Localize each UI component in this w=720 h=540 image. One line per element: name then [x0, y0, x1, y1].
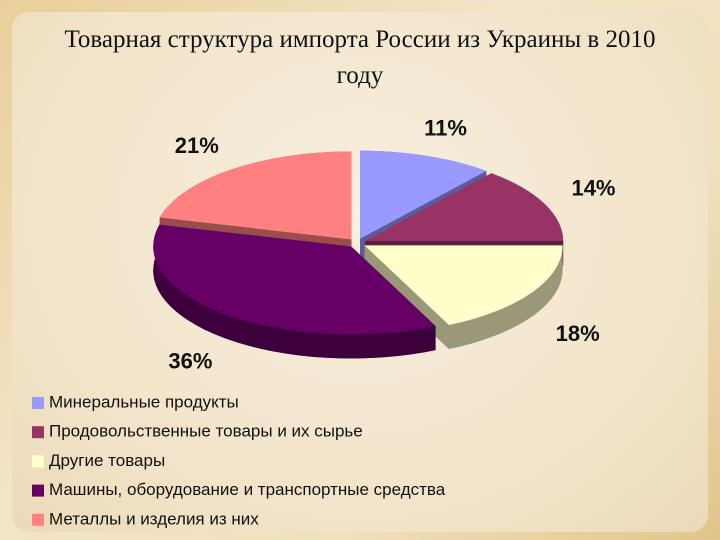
slice: [159, 151, 352, 240]
legend-swatch: [32, 426, 44, 439]
legend-label: Минеральные продукты: [49, 392, 239, 411]
value-label: 36%: [168, 348, 212, 373]
slice-side: [153, 224, 436, 359]
legend-label: Машины, оборудование и транспортные сред…: [49, 480, 446, 499]
slice: [153, 224, 436, 335]
value-label: 18%: [556, 321, 600, 346]
legend-label: Металлы и изделия из них: [49, 509, 259, 528]
legend-swatch: [32, 455, 44, 468]
pie-tops: [153, 150, 564, 335]
value-label: 11%: [424, 116, 467, 141]
legend-swatch: [32, 513, 44, 526]
slice-side: [448, 245, 563, 350]
legend-swatch: [32, 397, 44, 409]
legend-label: Продовольственные товары и их сырье: [49, 422, 363, 441]
chart-title: Товарная структура импорта России из Укр…: [64, 26, 656, 89]
value-label: 21%: [175, 133, 219, 158]
slice: [364, 245, 563, 326]
value-label: 14%: [571, 175, 615, 200]
legend-label: Другие товары: [49, 451, 165, 470]
slice: [365, 173, 564, 242]
legend-swatch: [32, 484, 44, 497]
slice: [360, 150, 487, 239]
